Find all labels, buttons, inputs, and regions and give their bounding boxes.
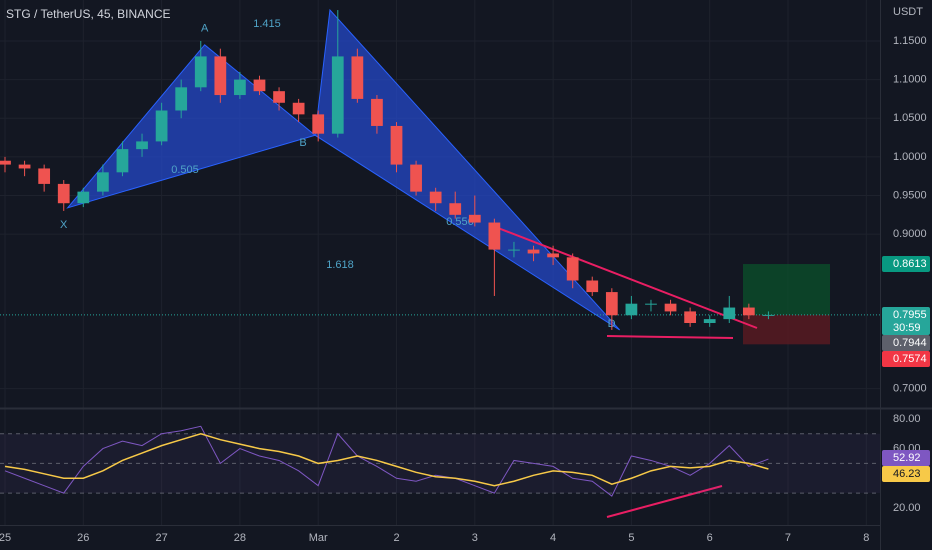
candle-body xyxy=(762,314,775,316)
candle-body xyxy=(175,87,188,111)
pattern-ratio: 0.505 xyxy=(171,164,199,176)
candle-body xyxy=(253,79,266,92)
candle-body xyxy=(527,249,540,254)
candle-body xyxy=(351,56,364,99)
trend-line xyxy=(497,227,758,329)
y-tick-label: 0.9000 xyxy=(893,228,927,240)
y-tick-label: 1.0000 xyxy=(893,151,927,163)
price-tag-label: 0.7955 xyxy=(893,309,927,321)
price-tag xyxy=(882,307,930,335)
candle-body xyxy=(547,253,559,258)
price-tag-label: 52.92 xyxy=(893,452,921,464)
price-tag xyxy=(882,335,930,351)
y-tick-label: 1.1000 xyxy=(893,73,927,85)
x-tick-label: 3 xyxy=(472,532,478,544)
candle-body xyxy=(371,98,383,126)
profit-zone xyxy=(743,264,830,315)
x-tick-label: 4 xyxy=(550,532,556,544)
rsi-line xyxy=(4,425,769,497)
pattern-point-label: X xyxy=(60,219,68,231)
pattern-ratio: 0.556 xyxy=(446,216,474,228)
candle-body xyxy=(331,56,344,134)
x-tick-label: 7 xyxy=(785,532,791,544)
candle-body xyxy=(155,110,168,142)
axes: 1.1500 1.1000 1.0500 1.0000 0.9500 0.9000 0.70… xyxy=(0,35,930,544)
x-tick-label: 6 xyxy=(707,532,713,544)
countdown: 30:59 xyxy=(893,322,921,334)
pattern-ratio: 1.618 xyxy=(326,259,354,271)
x-tick-label: 27 xyxy=(155,532,167,544)
candle-body xyxy=(410,164,422,192)
candles xyxy=(0,10,775,330)
candle-body xyxy=(312,114,325,134)
price-tag xyxy=(882,466,930,482)
candle-body xyxy=(508,249,520,251)
price-tag xyxy=(882,256,930,272)
candle-body xyxy=(645,303,657,305)
rsi-tick-label: 20.00 xyxy=(893,502,921,514)
trend-line xyxy=(606,335,734,339)
candle-body xyxy=(468,214,481,223)
candle-body xyxy=(18,164,31,169)
candle-body xyxy=(292,102,305,115)
x-tick-label: 8 xyxy=(863,532,869,544)
candle-body xyxy=(0,160,11,165)
y-tick-label: 0.9500 xyxy=(893,189,927,201)
candle-body xyxy=(57,183,70,204)
pattern-point-label: A xyxy=(201,23,209,35)
candle-body xyxy=(214,56,227,96)
candle-body xyxy=(449,203,462,215)
price-tag-label: 0.8613 xyxy=(893,258,927,270)
x-tick-label: 2 xyxy=(393,532,399,544)
candle-body xyxy=(684,311,696,323)
candle-body xyxy=(566,257,579,281)
candle-body xyxy=(97,172,109,192)
candle-body xyxy=(703,319,716,323)
candle-body xyxy=(234,79,246,96)
y-tick-label: 1.1500 xyxy=(893,35,927,47)
candle-body xyxy=(664,303,677,312)
rsi-tick-label: 80.00 xyxy=(893,413,921,425)
price-tag-label: 0.7944 xyxy=(893,337,927,349)
candle-body xyxy=(605,292,618,316)
candle-body xyxy=(116,149,129,173)
candle-body xyxy=(38,168,51,184)
pattern-ratio: 1.415 xyxy=(253,18,281,30)
candle-body xyxy=(742,307,755,316)
candle-body xyxy=(723,307,736,320)
candle-body xyxy=(586,280,599,293)
loss-zone xyxy=(743,314,830,345)
x-tick-label: 26 xyxy=(77,532,89,544)
candle-body xyxy=(625,303,638,316)
harmonic-leg xyxy=(314,8,621,331)
candle-body xyxy=(136,141,148,150)
candle-body xyxy=(77,191,90,204)
currency: USDT xyxy=(893,6,923,18)
price-tag-label: 46.23 xyxy=(893,468,921,480)
x-tick-label: 5 xyxy=(628,532,634,544)
x-tick-label: Mar xyxy=(309,532,328,544)
candle-body xyxy=(194,56,207,88)
candle-body xyxy=(273,91,285,103)
x-tick-label: 25 xyxy=(0,532,11,544)
price-tag-label: 0.7574 xyxy=(893,353,927,365)
position-tool xyxy=(0,264,880,345)
y-tick-label: 0.7000 xyxy=(893,383,927,395)
candle-body xyxy=(488,222,501,250)
candle-body xyxy=(429,191,442,204)
rsi-line xyxy=(4,432,769,487)
pattern-point-label: B xyxy=(299,137,306,149)
rsi-trend-line xyxy=(606,485,723,518)
price-tag xyxy=(882,450,930,466)
y-tick-label: 1.0500 xyxy=(893,112,927,124)
chart-title: STG / TetherUS, 45, BINANCE xyxy=(6,7,171,21)
price-tag xyxy=(882,351,930,367)
rsi-pane xyxy=(0,425,880,497)
candle-body xyxy=(390,125,403,165)
x-tick-label: 28 xyxy=(234,532,246,544)
